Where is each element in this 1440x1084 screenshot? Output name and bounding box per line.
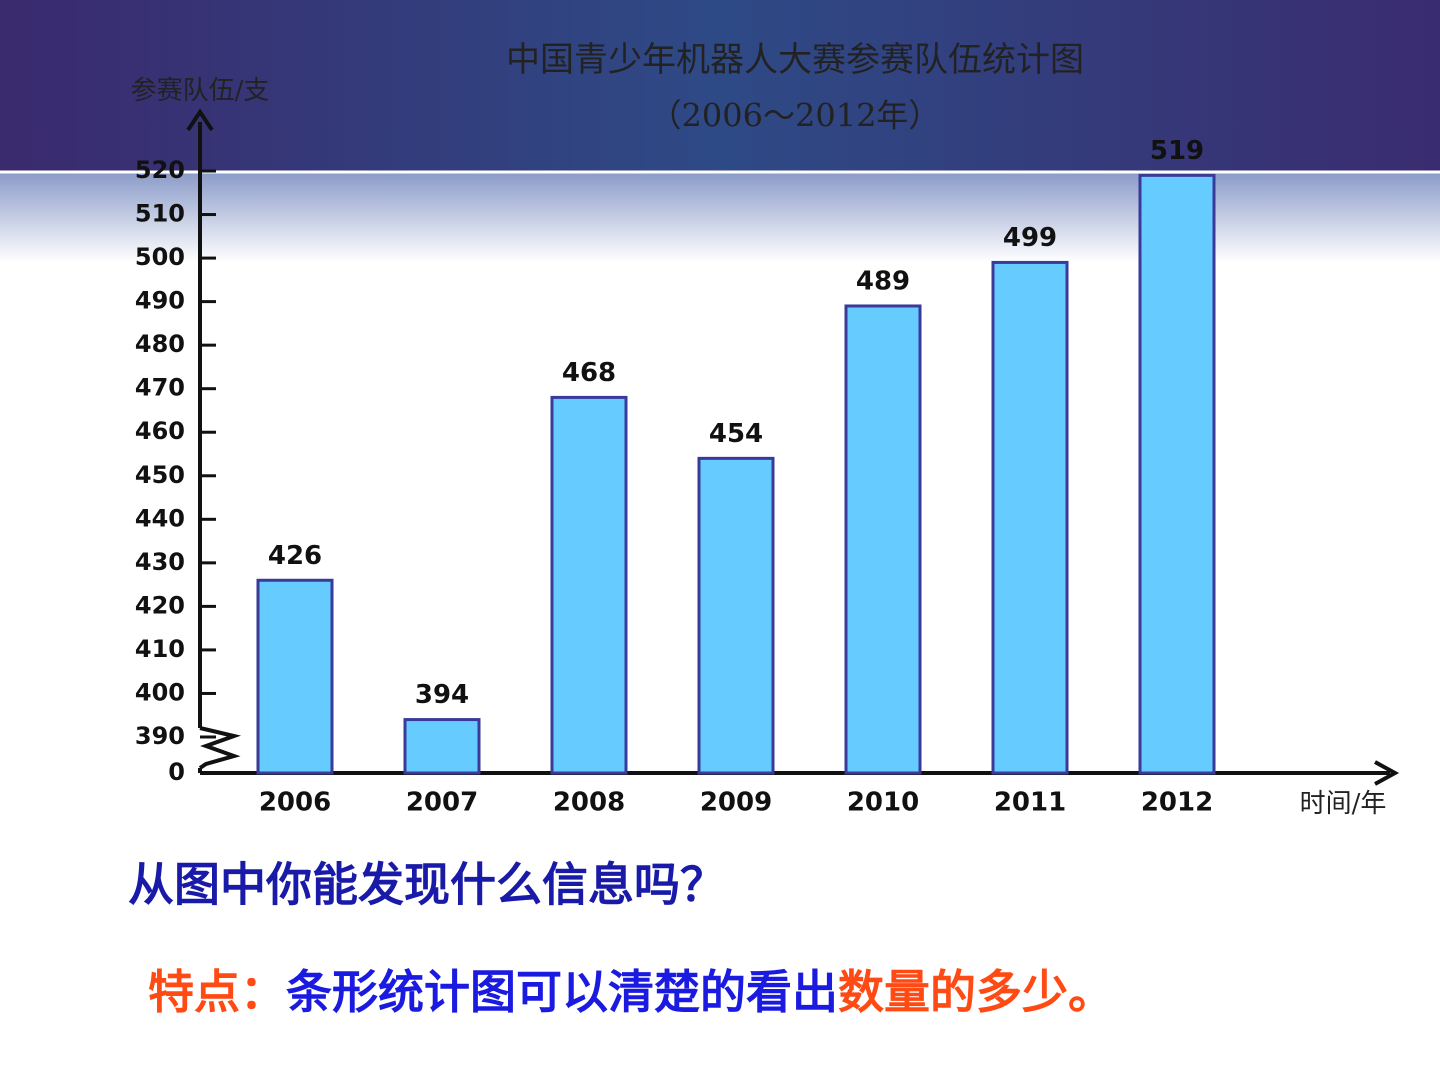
y-tick-label: 500 xyxy=(135,243,185,271)
y-tick-label: 490 xyxy=(135,287,185,315)
header-band xyxy=(0,0,1440,172)
x-tick-label: 2009 xyxy=(700,788,772,818)
x-tick-label: 2010 xyxy=(847,788,919,818)
x-tick-label: 2008 xyxy=(553,788,625,818)
axis-break xyxy=(198,726,242,770)
bar xyxy=(256,578,334,775)
bar xyxy=(1138,173,1216,775)
y-tick-label: 410 xyxy=(135,635,185,663)
x-tick-label: 2012 xyxy=(1141,788,1213,818)
y-tick-label: 520 xyxy=(135,156,185,184)
question: 从图中你能发现什么信息吗？ xyxy=(128,858,726,912)
value-label: 394 xyxy=(415,680,469,710)
feature-part: 条形统计图可以清楚的看出 xyxy=(286,965,838,1019)
chart-subtitle: （2006～2012年） xyxy=(650,97,941,135)
y-axis-label: 参赛队伍/支 xyxy=(131,76,270,106)
bar xyxy=(403,718,481,775)
y-tick-label: 450 xyxy=(135,461,185,489)
y-tick-label: 470 xyxy=(135,374,185,402)
y-tick-label: 390 xyxy=(135,722,185,750)
x-tick-label: 2006 xyxy=(259,788,331,818)
x-axis-label: 时间/年 xyxy=(1300,789,1387,819)
y-tick-label: 420 xyxy=(135,591,185,619)
y-tick-label: 400 xyxy=(135,678,185,706)
y-tick-label: 440 xyxy=(135,504,185,532)
feature-part: 数量的多少。 xyxy=(838,965,1114,1019)
bar xyxy=(697,456,775,775)
feature-part: 特点： xyxy=(148,965,286,1019)
value-label: 489 xyxy=(856,266,910,296)
y-tick-label: 510 xyxy=(135,200,185,228)
header-fade xyxy=(0,172,1440,262)
feature: 特点：条形统计图可以清楚的看出数量的多少。 xyxy=(148,965,1114,1019)
value-label: 454 xyxy=(709,419,763,449)
x-axis-arrow xyxy=(1374,760,1400,786)
y-axis-arrow xyxy=(186,108,214,132)
x-tick-label: 2007 xyxy=(406,788,478,818)
value-label: 519 xyxy=(1150,136,1204,166)
bar xyxy=(844,304,922,775)
y-tick-label: 460 xyxy=(135,417,185,445)
value-label: 426 xyxy=(268,541,322,571)
y-tick-label: 480 xyxy=(135,330,185,358)
value-label: 499 xyxy=(1003,223,1057,253)
y-tick-label: 0 xyxy=(168,758,185,786)
bar xyxy=(550,395,628,775)
x-tick-label: 2011 xyxy=(994,788,1066,818)
value-label: 468 xyxy=(562,358,616,388)
y-tick-label: 430 xyxy=(135,548,185,576)
chart-title: 中国青少年机器人大赛参赛队伍统计图 xyxy=(506,40,1084,80)
bar xyxy=(991,260,1069,775)
